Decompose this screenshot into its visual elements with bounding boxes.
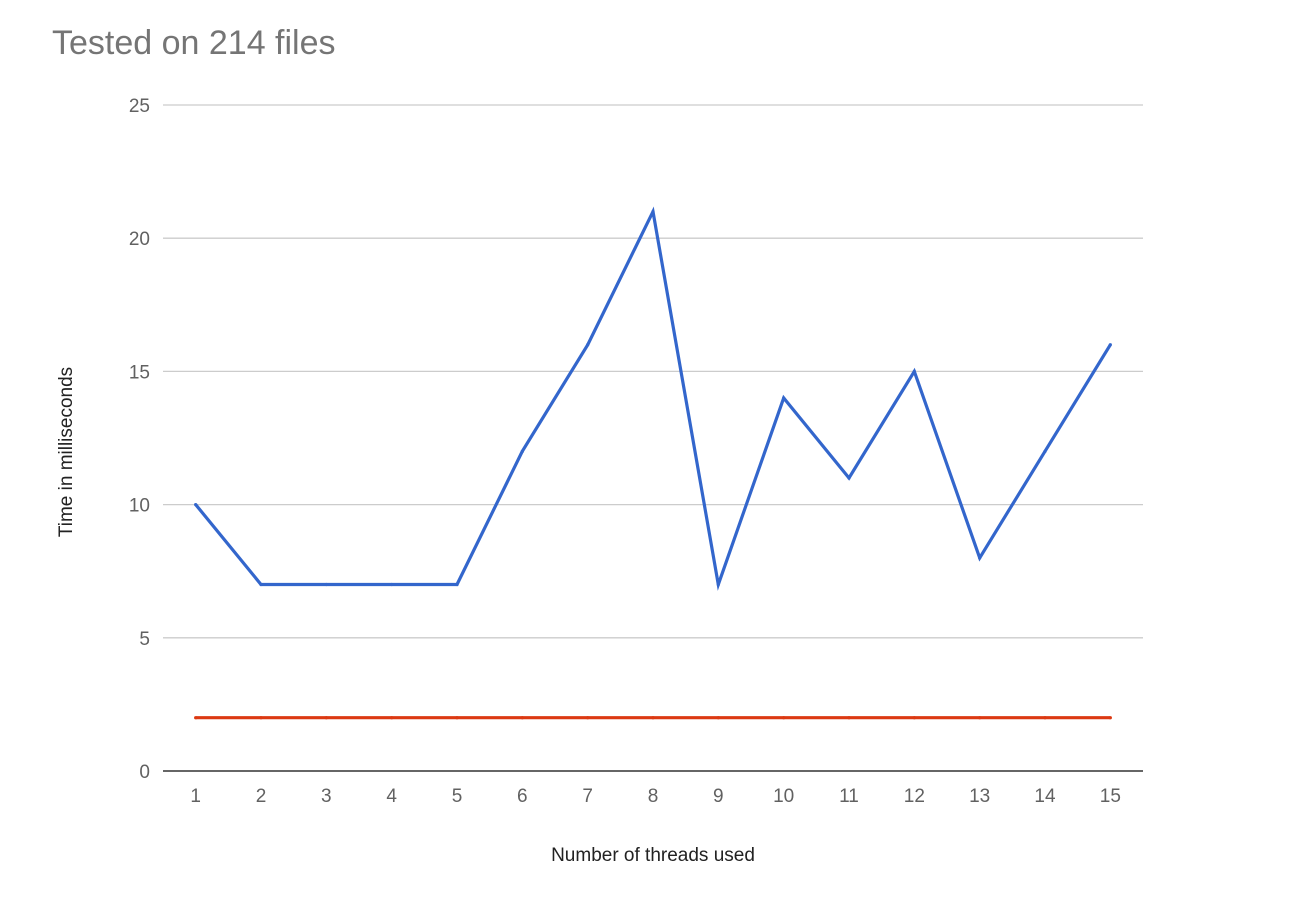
data-point xyxy=(651,716,655,720)
data-point xyxy=(651,209,655,214)
y-tick-label: 25 xyxy=(129,96,150,117)
x-tick-label: 8 xyxy=(648,786,659,807)
data-point xyxy=(455,716,459,720)
gridlines xyxy=(163,104,1143,639)
x-tick-label: 14 xyxy=(1034,786,1056,807)
data-point xyxy=(978,556,982,560)
x-axis-ticks: 1 2 3 4 5 6 7 8 9 10 11 12 13 14 15 xyxy=(190,786,1121,807)
data-point xyxy=(1043,449,1047,453)
data-point xyxy=(390,582,394,587)
x-tick-label: 10 xyxy=(773,786,794,807)
x-tick-label: 5 xyxy=(452,786,463,807)
data-point xyxy=(259,716,263,720)
data-point xyxy=(520,716,524,720)
x-tick-label: 12 xyxy=(904,786,925,807)
data-point xyxy=(847,716,851,720)
x-tick-label: 1 xyxy=(190,786,201,807)
x-tick-label: 4 xyxy=(386,786,397,807)
x-tick-label: 11 xyxy=(839,786,859,807)
data-point xyxy=(1043,716,1047,720)
data-point xyxy=(1108,716,1112,720)
y-tick-label: 0 xyxy=(139,762,150,783)
data-point xyxy=(716,716,720,720)
data-point xyxy=(912,716,916,720)
x-tick-label: 13 xyxy=(969,786,990,807)
series-line-1 xyxy=(194,206,1112,591)
data-point xyxy=(1108,343,1112,347)
y-tick-label: 20 xyxy=(129,229,150,250)
data-point xyxy=(520,449,524,453)
x-tick-label: 3 xyxy=(321,786,332,807)
data-point xyxy=(390,716,394,720)
x-tick-label: 7 xyxy=(582,786,593,807)
data-point xyxy=(586,716,590,720)
data-point xyxy=(194,716,198,720)
y-tick-label: 15 xyxy=(129,362,150,383)
data-point xyxy=(782,396,786,400)
x-tick-label: 6 xyxy=(517,786,528,807)
series-lines xyxy=(194,206,1112,720)
x-axis-title: Number of threads used xyxy=(551,845,755,866)
x-tick-label: 2 xyxy=(256,786,267,807)
x-tick-label: 15 xyxy=(1100,786,1121,807)
data-point xyxy=(194,503,198,507)
y-tick-label: 5 xyxy=(139,629,150,650)
y-tick-label: 10 xyxy=(129,496,150,517)
data-point xyxy=(586,343,590,347)
data-point xyxy=(455,582,459,587)
data-point xyxy=(259,582,263,587)
data-point xyxy=(978,716,982,720)
data-point xyxy=(782,716,786,720)
y-axis-title: Time in milliseconds xyxy=(56,367,77,537)
x-tick-label: 9 xyxy=(713,786,724,807)
data-point xyxy=(912,369,916,373)
data-point xyxy=(716,582,720,587)
data-point xyxy=(324,582,328,587)
chart-title: Tested on 214 files xyxy=(52,24,336,62)
y-axis-ticks: 0 5 10 15 20 25 xyxy=(129,96,150,783)
data-point xyxy=(847,476,851,480)
data-point xyxy=(324,716,328,720)
